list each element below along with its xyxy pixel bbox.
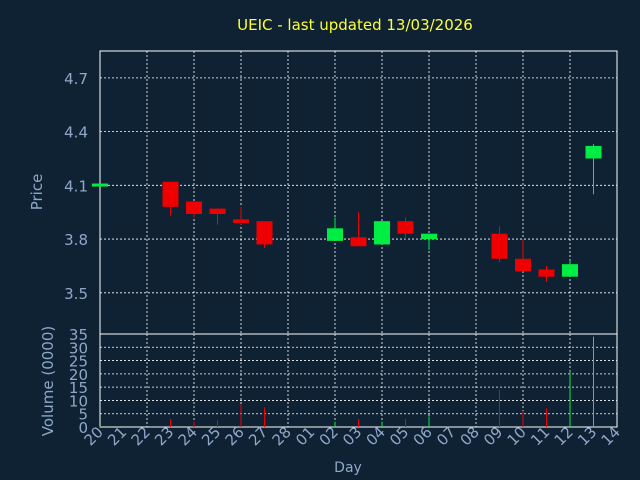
volume-tick-label: 5 xyxy=(78,406,88,424)
volume-axis-label: Volume (0000) xyxy=(39,326,57,436)
candle-body xyxy=(562,264,578,277)
candle-body xyxy=(585,145,602,159)
volume-bars xyxy=(99,336,594,427)
candles xyxy=(92,144,602,283)
price-tick-label: 4.1 xyxy=(64,177,88,195)
volume-tick-label: 25 xyxy=(69,353,88,371)
candle-body xyxy=(538,269,555,277)
price-tick-labels: 3.5 3.8 4.1 4.4 4.7 xyxy=(64,70,88,303)
chart-title: UEIC - last updated 13/03/2026 xyxy=(237,16,473,34)
candle-body xyxy=(374,221,390,245)
candle-body xyxy=(162,181,179,207)
candle-body xyxy=(350,237,367,247)
x-tick-labels: 2021222324252627280102030405060708091011… xyxy=(81,423,624,449)
volume-tick-label: 15 xyxy=(69,379,88,397)
candle-body xyxy=(233,219,249,223)
price-axis-label: Price xyxy=(28,174,46,211)
candle-body xyxy=(186,201,202,214)
volume-tick-label: 20 xyxy=(69,366,88,384)
candle-body xyxy=(256,221,273,245)
candle-body xyxy=(209,208,226,214)
candle-body xyxy=(92,183,108,187)
candle-body xyxy=(421,233,437,240)
candle-body xyxy=(397,221,414,234)
candle-body xyxy=(327,228,343,241)
volume-tick-label: 0 xyxy=(78,419,88,437)
price-tick-label: 4.4 xyxy=(64,124,88,142)
x-axis-label: Day xyxy=(334,460,362,476)
candle-body xyxy=(515,258,531,272)
price-tick-label: 3.5 xyxy=(64,285,88,303)
price-tick-label: 3.8 xyxy=(64,231,88,249)
volume-tick-label: 10 xyxy=(69,392,88,410)
candle-body xyxy=(491,233,508,259)
volume-tick-label: 35 xyxy=(69,326,88,344)
volume-tick-label: 30 xyxy=(69,339,88,357)
price-grid xyxy=(100,51,617,334)
price-tick-label: 4.7 xyxy=(64,70,88,88)
